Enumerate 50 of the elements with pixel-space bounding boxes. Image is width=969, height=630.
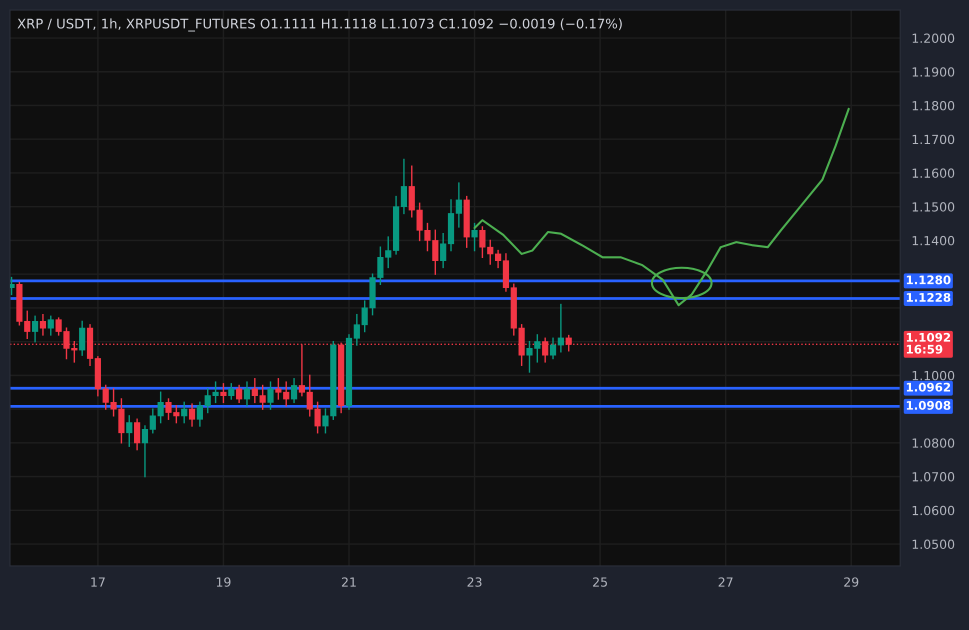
candlestick bbox=[267, 381, 274, 410]
candlestick bbox=[400, 158, 408, 214]
y-tick-label: 1.1000 bbox=[912, 370, 954, 380]
candlestick bbox=[228, 383, 234, 400]
candlestick bbox=[118, 398, 125, 444]
y-tick-label: 1.1400 bbox=[912, 236, 954, 246]
y-tick-label: 1.1900 bbox=[912, 67, 954, 77]
ref-line-label: 1.0908 bbox=[906, 400, 950, 410]
candlestick bbox=[244, 381, 250, 406]
candlestick bbox=[558, 304, 564, 352]
text: XRP / USDT, 1h, XRPUSDT_FUTURES O1.1111 H1.1118 L1.1073 C1.1092 −0.0019 (−0.17%) bbox=[17, 18, 622, 32]
y-tick-label: 1.1500 bbox=[912, 202, 954, 212]
x-tick-label: 27 bbox=[718, 577, 733, 587]
ref-line-label: 1.1092 16:59 bbox=[906, 332, 950, 354]
x-tick-label: 21 bbox=[342, 577, 356, 587]
candlestick bbox=[456, 182, 462, 228]
candlestick bbox=[290, 378, 298, 404]
ref-line-label: 1.1228 bbox=[906, 292, 950, 302]
candlestick bbox=[134, 418, 140, 450]
x-tick-label: 29 bbox=[844, 577, 858, 587]
candlestick bbox=[32, 316, 38, 342]
x-tick-label: 23 bbox=[468, 577, 482, 587]
candlestick bbox=[79, 320, 86, 356]
candlestick bbox=[220, 383, 227, 404]
y-tick-label: 1.1800 bbox=[912, 100, 954, 110]
x-tick-label: 25 bbox=[593, 577, 607, 587]
y-tick-label: 1.1700 bbox=[912, 134, 954, 144]
x-tick-label: 19 bbox=[216, 577, 231, 587]
line-series bbox=[474, 108, 850, 306]
ref-line-label: 1.0962 bbox=[906, 382, 950, 392]
ref-line-label: 1.1280 bbox=[906, 275, 951, 284]
candlestick bbox=[550, 338, 556, 360]
candlestick bbox=[40, 314, 46, 336]
candlestick bbox=[181, 402, 188, 424]
x-tick-label: 17 bbox=[91, 577, 105, 587]
y-tick-label: 1.0600 bbox=[912, 506, 954, 516]
candlestick bbox=[236, 384, 242, 404]
y-tick-label: 1.0500 bbox=[912, 540, 954, 549]
candlestick bbox=[10, 276, 15, 296]
candlestick bbox=[173, 405, 180, 424]
candlestick bbox=[188, 403, 196, 427]
candlestick bbox=[126, 415, 132, 447]
y-tick-label: 1.2000 bbox=[912, 33, 954, 43]
y-tick-label: 1.0700 bbox=[912, 472, 954, 482]
y-tick-label: 1.0800 bbox=[912, 438, 954, 448]
candlestick bbox=[165, 398, 172, 420]
candlestick bbox=[471, 222, 478, 252]
y-tick-label: 1.1600 bbox=[912, 168, 954, 178]
candlestick bbox=[56, 317, 62, 336]
candlestick bbox=[48, 316, 54, 336]
